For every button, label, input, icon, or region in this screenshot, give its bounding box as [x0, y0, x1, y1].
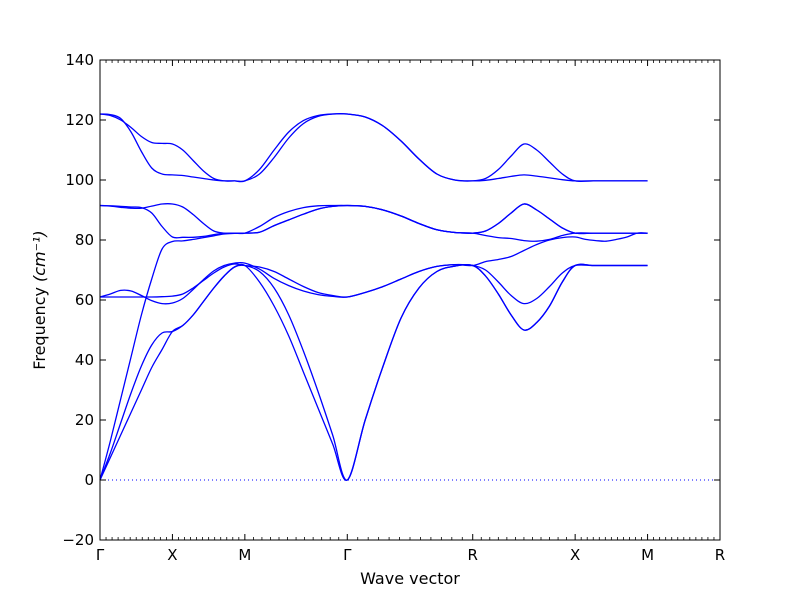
band-line-9: [99, 113, 648, 183]
y-axis-unit: (cm⁻¹): [30, 230, 49, 282]
x-tick-label: Γ: [96, 546, 105, 564]
band-line-4: [99, 261, 648, 305]
band-line-7: [99, 203, 648, 239]
x-tick-label: M: [238, 546, 251, 564]
y-axis-label: Frequency (cm⁻¹): [30, 230, 49, 369]
y-tick-label: 100: [65, 171, 94, 189]
y-tick-label: 0: [84, 471, 94, 489]
y-tick-label: 40: [75, 351, 94, 369]
x-tick-label: R: [468, 546, 478, 564]
x-tick-label: X: [167, 546, 177, 564]
plot-frame: [99, 59, 721, 541]
y-tick-label: −20: [62, 531, 94, 549]
x-axis-label: Wave vector: [360, 569, 460, 588]
band-line-2: [99, 263, 648, 481]
x-tick-label: X: [570, 546, 580, 564]
y-tick-label: 20: [75, 411, 94, 429]
y-axis-ticks: −20 0 20 40 60 80 100 120 140: [62, 51, 720, 549]
y-axis-label-text: Frequency: [30, 287, 49, 370]
y-tick-label: 80: [75, 231, 94, 249]
x-tick-label: R: [715, 546, 725, 564]
x-tick-label: M: [641, 546, 654, 564]
y-tick-label: 140: [65, 51, 94, 69]
y-tick-label: 120: [65, 111, 94, 129]
band-series-group: [99, 113, 648, 481]
x-tick-label: Γ: [343, 546, 352, 564]
y-tick-label: 60: [75, 291, 94, 309]
band-line-5: [100, 232, 648, 298]
